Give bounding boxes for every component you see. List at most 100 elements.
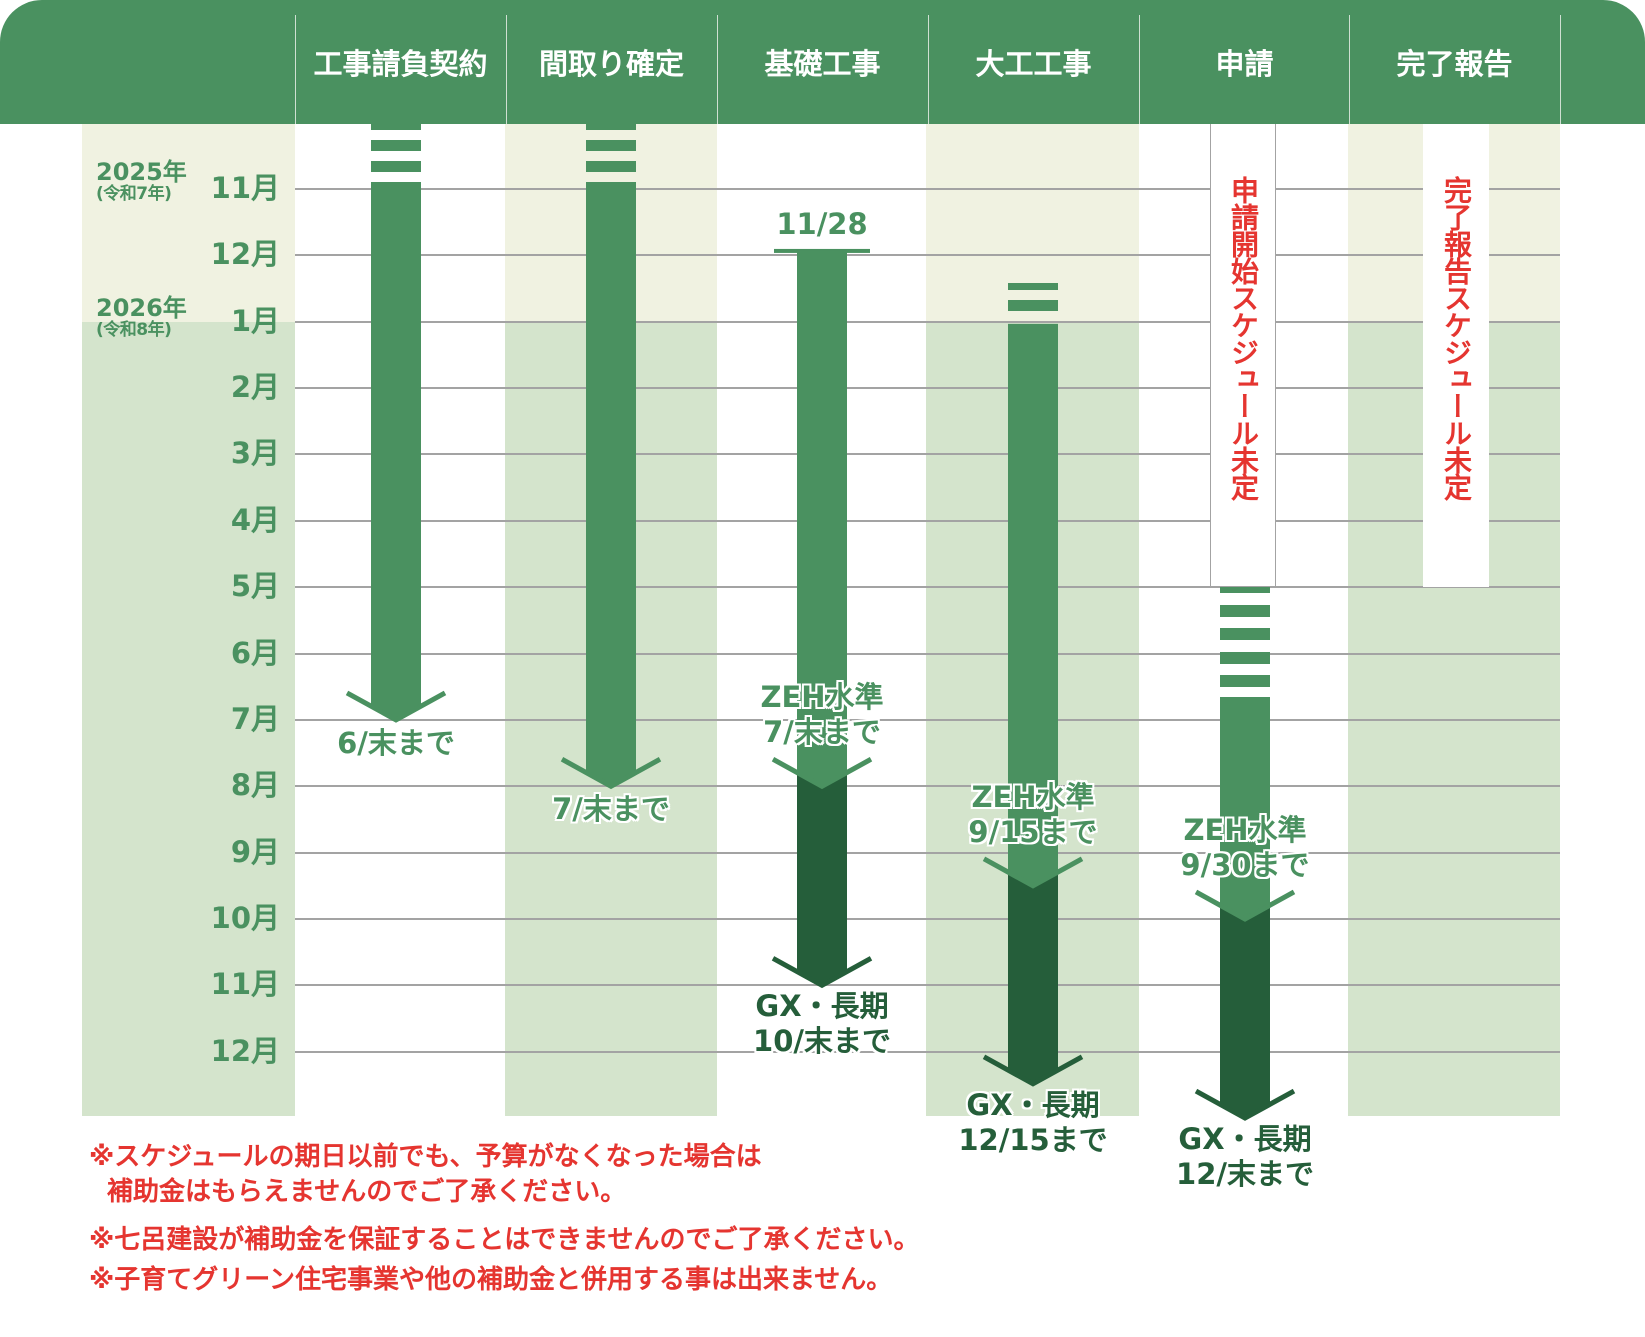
continuation-dash (1008, 300, 1058, 311)
continuation-dash (586, 124, 636, 130)
arrow-bar-zeh (1008, 323, 1058, 886)
band-label-2025 (82, 124, 295, 322)
month-label: 6月 (230, 635, 280, 670)
header-divider (717, 15, 718, 124)
gx-deadline-label-line: GX・長期 (755, 989, 889, 1024)
deadline-label: 7/末まで (511, 792, 711, 827)
month-gridline (295, 1050, 1560, 1053)
arrow-bar-zeh (797, 250, 847, 787)
note-budget: ※スケジュールの期日以前でも、予算がなくなった場合は (89, 1142, 762, 1172)
year-label-2025: 2025年 (令和7年) (96, 160, 187, 204)
month-gridline (295, 718, 1560, 721)
header-carpentry: 大工工事 (975, 47, 1092, 81)
month-label: 5月 (230, 569, 280, 604)
month-gridline (295, 519, 1560, 522)
note-no-combination: ※子育てグリーン住宅事業や他の補助金と併用する事は出来ません。 (89, 1265, 893, 1295)
arrow-head-gx (982, 1054, 1084, 1087)
deadline-label: 6/末まで (296, 726, 496, 761)
month-gridline (295, 851, 1560, 854)
month-gridline (295, 387, 1560, 390)
month-label: 2月 (230, 370, 280, 405)
note-guarantee: ※七呂建設が補助金を保証することはできませんのでご了承ください。 (89, 1225, 920, 1255)
zeh-deadline-label-line: ZEH水準 (1183, 812, 1307, 847)
continuation-dash (371, 124, 421, 130)
continuation-dash (1220, 605, 1270, 617)
month-label: 7月 (230, 701, 280, 736)
zeh-deadline-label-line: 9/15まで (968, 814, 1098, 849)
arrow-bar-zeh (1220, 697, 1270, 919)
deadline-label-line: 6/末まで (337, 725, 455, 760)
month-label: 9月 (230, 834, 280, 869)
continuation-dash (586, 161, 636, 172)
gx-deadline-label-line: 12/末まで (1176, 1157, 1314, 1192)
gx-deadline-label: GX・長期 12/末まで (1145, 1122, 1345, 1192)
header-divider (1349, 15, 1350, 124)
month-gridline (295, 785, 1560, 788)
continuation-dash (1220, 628, 1270, 640)
header-divider (928, 15, 929, 124)
zeh-deadline-label-line: ZEH水準 (760, 680, 884, 715)
zeh-deadline-label: ZEH水準 9/15まで (933, 780, 1133, 850)
header-application: 申請 (1215, 47, 1274, 81)
header-divider (1560, 15, 1561, 124)
header-divider (506, 15, 507, 124)
application-undecided-text: 申請開始スケジュール未定 (1227, 176, 1260, 500)
month-label: 12月 (210, 1033, 280, 1068)
header-completion: 完了報告 (1396, 47, 1513, 81)
arrow-bar-gx (1008, 869, 1058, 1084)
header-divider (1139, 15, 1140, 124)
month-label: 3月 (230, 436, 280, 471)
continuation-dash (1220, 675, 1270, 687)
zeh-deadline-label: ZEH水準 7/末まで (722, 680, 922, 750)
era-text: (令和8年) (96, 320, 172, 340)
gx-deadline-label-line: 10/末まで (753, 1024, 891, 1059)
arrow-bar (586, 182, 636, 787)
deadline-label-line: 7/末まで (552, 792, 670, 827)
arrow-head-zeh (1194, 889, 1296, 922)
month-label: 4月 (230, 502, 280, 537)
continuation-dash (1220, 652, 1270, 664)
month-label: 1月 (230, 303, 280, 338)
arrow-bar (371, 182, 421, 720)
month-label: 11月 (210, 967, 280, 1002)
month-gridline (295, 586, 1560, 589)
month-gridline (295, 254, 1560, 257)
month-gridline (295, 453, 1560, 456)
arrow-head-gx (771, 956, 873, 989)
gx-deadline-label-line: 12/15まで (958, 1122, 1108, 1157)
gx-deadline-label-line: GX・長期 (966, 1087, 1100, 1122)
month-label: 11月 (210, 171, 280, 205)
continuation-dash (586, 140, 636, 151)
header-floorplan: 間取り確定 (538, 47, 684, 81)
month-label: 12月 (210, 237, 280, 272)
arrow-head-zeh (982, 856, 1084, 889)
zeh-deadline-label-line: 7/末まで (763, 715, 881, 750)
year-text: 2025年 (96, 158, 187, 186)
continuation-dash (371, 140, 421, 151)
month-label: 8月 (230, 768, 280, 803)
arrow-head (345, 690, 447, 723)
zeh-deadline-label: ZEH水準 9/30まで (1145, 813, 1345, 883)
year-text: 2026年 (96, 294, 187, 322)
continuation-dash (1220, 587, 1270, 593)
arrow-head-gx (1194, 1088, 1296, 1121)
gx-deadline-label: GX・長期 10/末まで (722, 989, 922, 1059)
continuation-dash (371, 161, 421, 172)
month-gridline (295, 917, 1560, 920)
month-gridline (295, 188, 1560, 190)
year-label-2026: 2026年 (令和8年) (96, 296, 187, 340)
start-date-label: 11/28 (776, 206, 868, 241)
arrow-head (560, 757, 662, 790)
zeh-deadline-label-line: ZEH水準 (971, 779, 1095, 814)
completion-undecided-box: 完了報告スケジュール未定 (1423, 124, 1489, 587)
month-label: 10月 (210, 900, 280, 935)
zeh-deadline-label-line: 9/30まで (1180, 847, 1310, 882)
month-gridline (295, 652, 1560, 655)
continuation-dash (1008, 283, 1058, 290)
era-text: (令和7年) (96, 184, 172, 204)
gx-deadline-label: GX・長期 12/15まで (933, 1088, 1133, 1158)
arrow-bar-gx (797, 770, 847, 986)
header-divider (295, 15, 296, 124)
month-gridline (295, 320, 1560, 323)
